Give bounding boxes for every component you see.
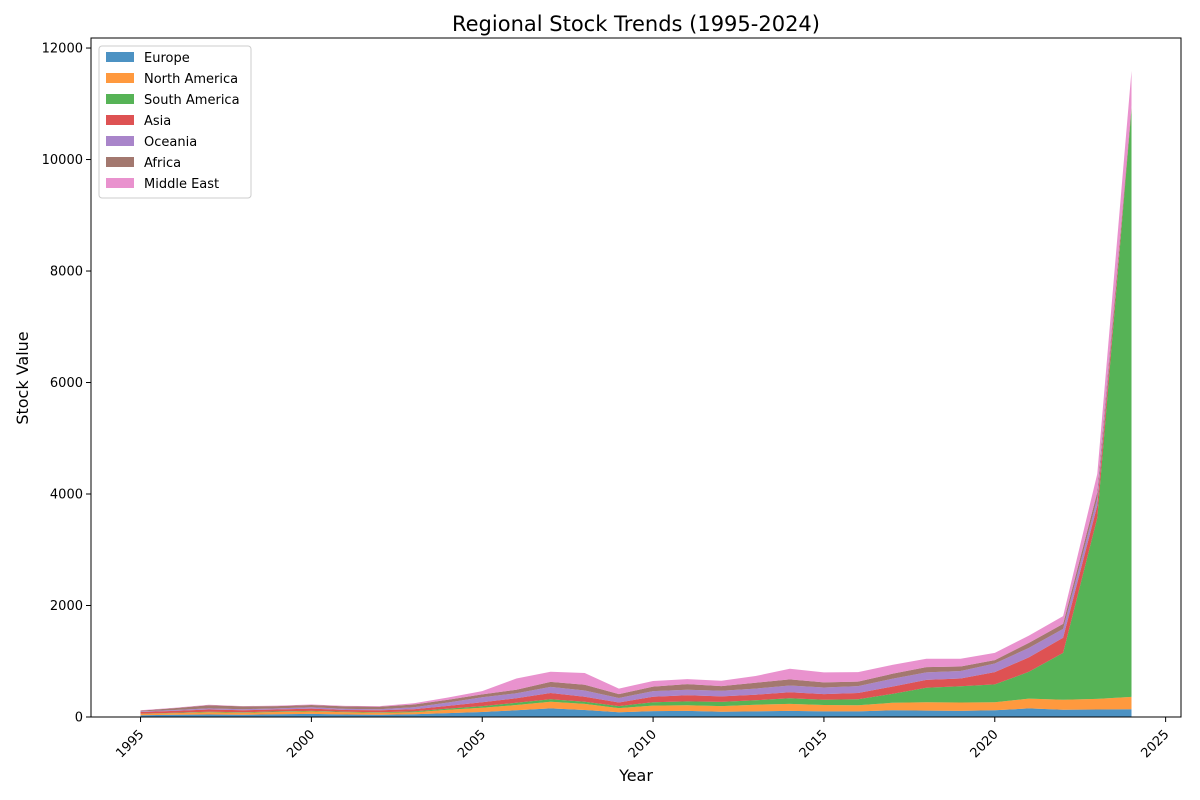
y-tick-label: 6000: [50, 376, 83, 391]
y-tick-label: 12000: [42, 42, 83, 57]
chart-title: Regional Stock Trends (1995-2024): [452, 12, 820, 36]
legend-label-north-america: North America: [144, 72, 238, 87]
y-tick-label: 10000: [42, 153, 83, 168]
legend-swatch-africa: [106, 157, 134, 167]
legend-label-south-america: South America: [144, 93, 240, 108]
legend-label-africa: Africa: [144, 156, 181, 171]
area-europe: [140, 708, 1132, 717]
area-north-america: [140, 696, 1132, 716]
legend-swatch-north-america: [106, 73, 134, 83]
y-axis-label: Stock Value: [13, 331, 32, 424]
y-axis-ticks: 0 2000 4000 6000 8000 10000 12000: [42, 42, 91, 726]
legend-swatch-oceania: [106, 136, 134, 146]
legend-swatch-europe: [106, 52, 134, 62]
legend-swatch-south-america: [106, 94, 134, 104]
legend-label-middle-east: Middle East: [144, 177, 219, 192]
legend: Europe North America South America Asia Ocea…: [98, 45, 252, 199]
plot-frame: [90, 37, 1182, 718]
legend-frame: [98, 45, 252, 199]
legend-label-europe: Europe: [144, 51, 190, 66]
legend-label-asia: Asia: [144, 114, 171, 129]
y-tick-label: 0: [75, 711, 83, 726]
y-tick-label: 4000: [50, 488, 83, 503]
legend-swatch-middle-east: [106, 178, 134, 188]
x-axis-label: Year: [618, 766, 653, 785]
area-series-group: [140, 70, 1132, 717]
area-oceania: [140, 106, 1132, 712]
y-tick-label: 8000: [50, 265, 83, 280]
legend-label-oceania: Oceania: [144, 135, 197, 150]
legend-swatch-asia: [106, 115, 134, 125]
y-tick-label: 2000: [50, 599, 83, 614]
